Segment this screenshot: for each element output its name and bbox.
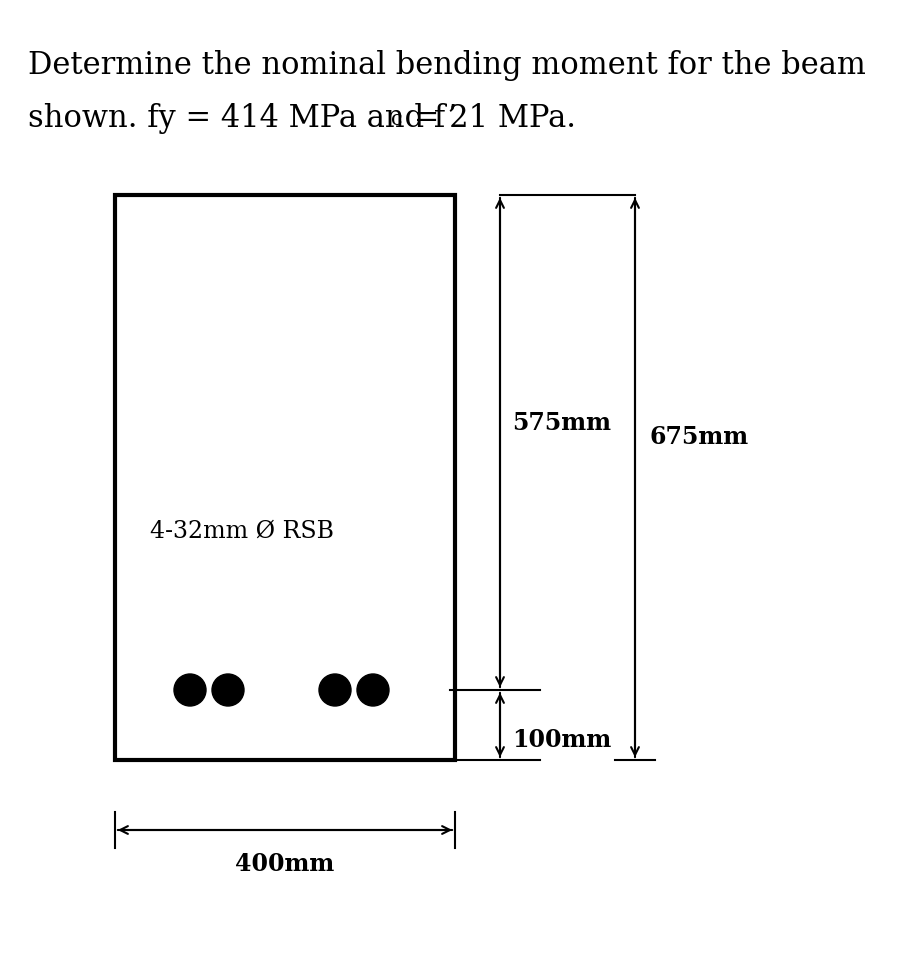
- Text: 400mm: 400mm: [235, 852, 335, 876]
- Circle shape: [357, 674, 389, 706]
- Text: 675mm: 675mm: [650, 426, 748, 450]
- Bar: [115, 195, 455, 760]
- Text: c: c: [391, 110, 403, 129]
- Circle shape: [174, 674, 206, 706]
- Text: shown. fy = 414 MPa and f’: shown. fy = 414 MPa and f’: [28, 103, 457, 134]
- Circle shape: [319, 674, 351, 706]
- Text: 100mm: 100mm: [512, 728, 610, 752]
- Text: = 21 MPa.: = 21 MPa.: [403, 103, 575, 134]
- Text: 4-32mm Ø RSB: 4-32mm Ø RSB: [150, 520, 334, 543]
- Text: 575mm: 575mm: [512, 410, 610, 434]
- Circle shape: [211, 674, 244, 706]
- Text: Determine the nominal bending moment for the beam: Determine the nominal bending moment for…: [28, 50, 865, 81]
